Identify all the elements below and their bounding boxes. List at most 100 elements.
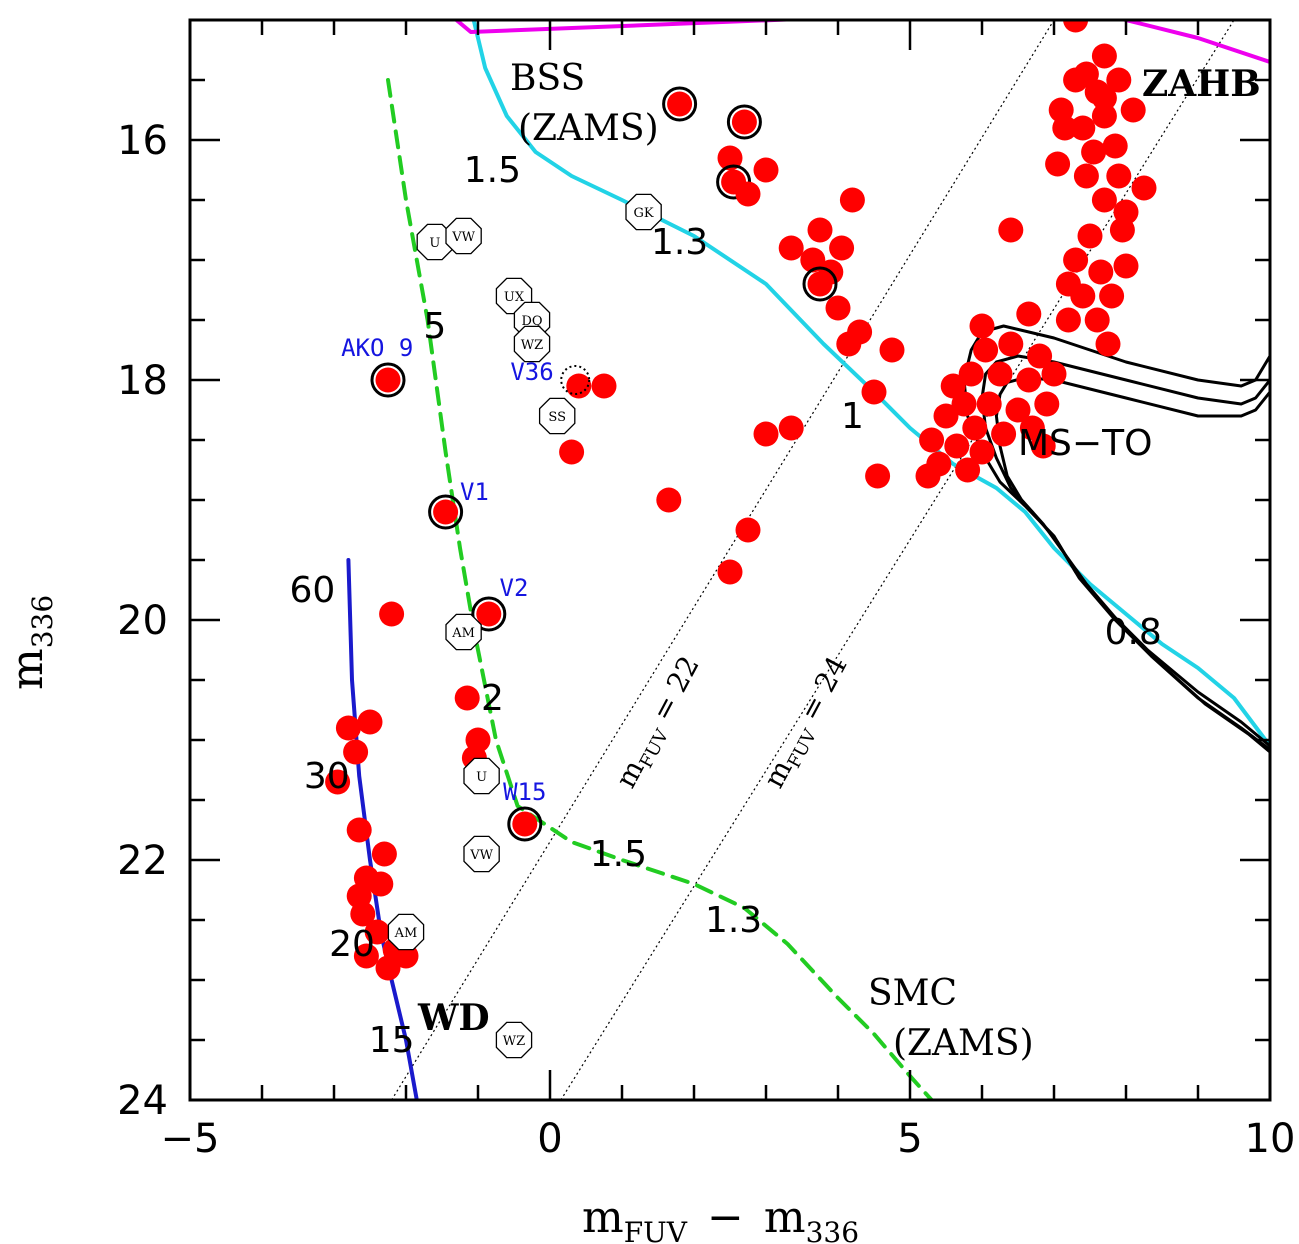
star-dot — [1120, 97, 1146, 123]
star-ring — [370, 362, 406, 398]
cv-label: WZ — [521, 338, 543, 353]
cv-label: GK — [634, 206, 654, 221]
star-dot — [1070, 115, 1096, 141]
star-dot — [375, 955, 401, 981]
star-point — [656, 487, 682, 513]
star-dot — [1019, 415, 1045, 441]
star-point — [1131, 175, 1157, 201]
star-point — [973, 337, 999, 363]
star-point — [1027, 343, 1053, 369]
star-dot — [807, 217, 833, 243]
star-point — [1099, 283, 1125, 309]
star-dot — [1034, 391, 1060, 417]
star-dot — [433, 499, 459, 525]
star-dot — [807, 271, 833, 297]
star-point — [343, 739, 369, 765]
bss-zams-label: (ZAMS) — [518, 108, 659, 149]
star-dot — [1073, 61, 1099, 87]
star-point — [1106, 67, 1132, 93]
star-dot — [379, 601, 405, 627]
star-point — [375, 955, 401, 981]
star-dot — [933, 403, 959, 429]
mfuv-22-label: mFUV = 22 — [609, 651, 709, 796]
cv-octagon — [463, 835, 500, 873]
cv-label: U — [476, 770, 487, 785]
star-point — [1045, 151, 1071, 177]
y-tick-label: 22 — [117, 838, 168, 884]
star-dot — [1091, 103, 1117, 129]
cv-symbol: U — [463, 757, 500, 795]
zahb-label: ZAHB — [1142, 63, 1261, 105]
mfuv-24-label: mFUV = 24 — [757, 651, 857, 796]
star-point — [998, 331, 1024, 357]
smc-label: SMC — [868, 973, 957, 1014]
smc-zams-label: (ZAMS) — [893, 1023, 1034, 1064]
y-tick-label: 18 — [117, 358, 168, 404]
star-dot — [735, 181, 761, 207]
star-dot — [1091, 43, 1117, 69]
star-dot — [998, 217, 1024, 243]
named-star-label: W15 — [503, 778, 546, 806]
y-axis-title: m336 — [2, 595, 59, 690]
star-point — [566, 373, 592, 399]
star-dot — [1055, 271, 1081, 297]
star-dot — [1106, 67, 1132, 93]
v36-marker — [560, 365, 591, 395]
star-dot — [731, 109, 757, 135]
star-point — [1081, 139, 1107, 165]
cv-symbol: VW — [445, 217, 482, 255]
star-dot — [919, 427, 945, 453]
star-dot — [1113, 199, 1139, 225]
star-point — [1113, 253, 1139, 279]
star-dot — [346, 817, 372, 843]
star-dot — [1041, 361, 1067, 387]
star-point — [717, 559, 743, 585]
star-point — [1005, 397, 1031, 423]
star-dot — [951, 391, 977, 417]
star-point — [800, 247, 826, 273]
dotted-line-1 — [391, 20, 1055, 1100]
star-point — [1034, 391, 1060, 417]
star-point — [454, 685, 480, 711]
mass-label: 15 — [369, 1020, 415, 1061]
tick-labels: −5 0 5 10 16 18 20 22 24 — [117, 118, 1295, 1162]
y-title-m: m — [2, 648, 53, 690]
star-dot — [998, 331, 1024, 357]
star-dot — [962, 415, 988, 441]
named-star-label: V1 — [460, 478, 489, 506]
cv-symbol: WZ — [513, 325, 551, 363]
star-point — [591, 373, 617, 399]
star-dot — [1016, 301, 1042, 327]
star-ring — [428, 494, 464, 530]
star-point — [662, 86, 698, 122]
cv-octagon — [387, 913, 425, 951]
star-dot — [1099, 283, 1125, 309]
star-dot — [969, 439, 995, 465]
star-dot — [865, 463, 891, 489]
ms-to-label: MS−TO — [1018, 423, 1152, 464]
star-point — [335, 715, 361, 741]
star-point — [802, 266, 838, 302]
named-star-label: AKO 9 — [341, 334, 413, 362]
star-point — [940, 373, 966, 399]
star-dot — [1027, 343, 1053, 369]
star-point — [1016, 301, 1042, 327]
star-point — [364, 919, 390, 945]
star-point — [379, 601, 405, 627]
star-dot — [1084, 307, 1110, 333]
star-point — [1063, 20, 1089, 33]
star-dot — [829, 235, 855, 261]
star-point — [778, 235, 804, 261]
cv-octagon — [513, 325, 551, 363]
star-dot — [1095, 331, 1121, 357]
star-point — [726, 104, 762, 140]
star-dot — [1055, 307, 1081, 333]
star-dot — [1091, 187, 1117, 213]
star-point — [346, 817, 372, 843]
x-title-sub2: 336 — [806, 1216, 859, 1244]
star-dot — [512, 811, 538, 837]
star-point — [865, 463, 891, 489]
bss-label: BSS — [510, 58, 585, 99]
star-dot — [1063, 247, 1089, 273]
star-point — [357, 709, 383, 735]
